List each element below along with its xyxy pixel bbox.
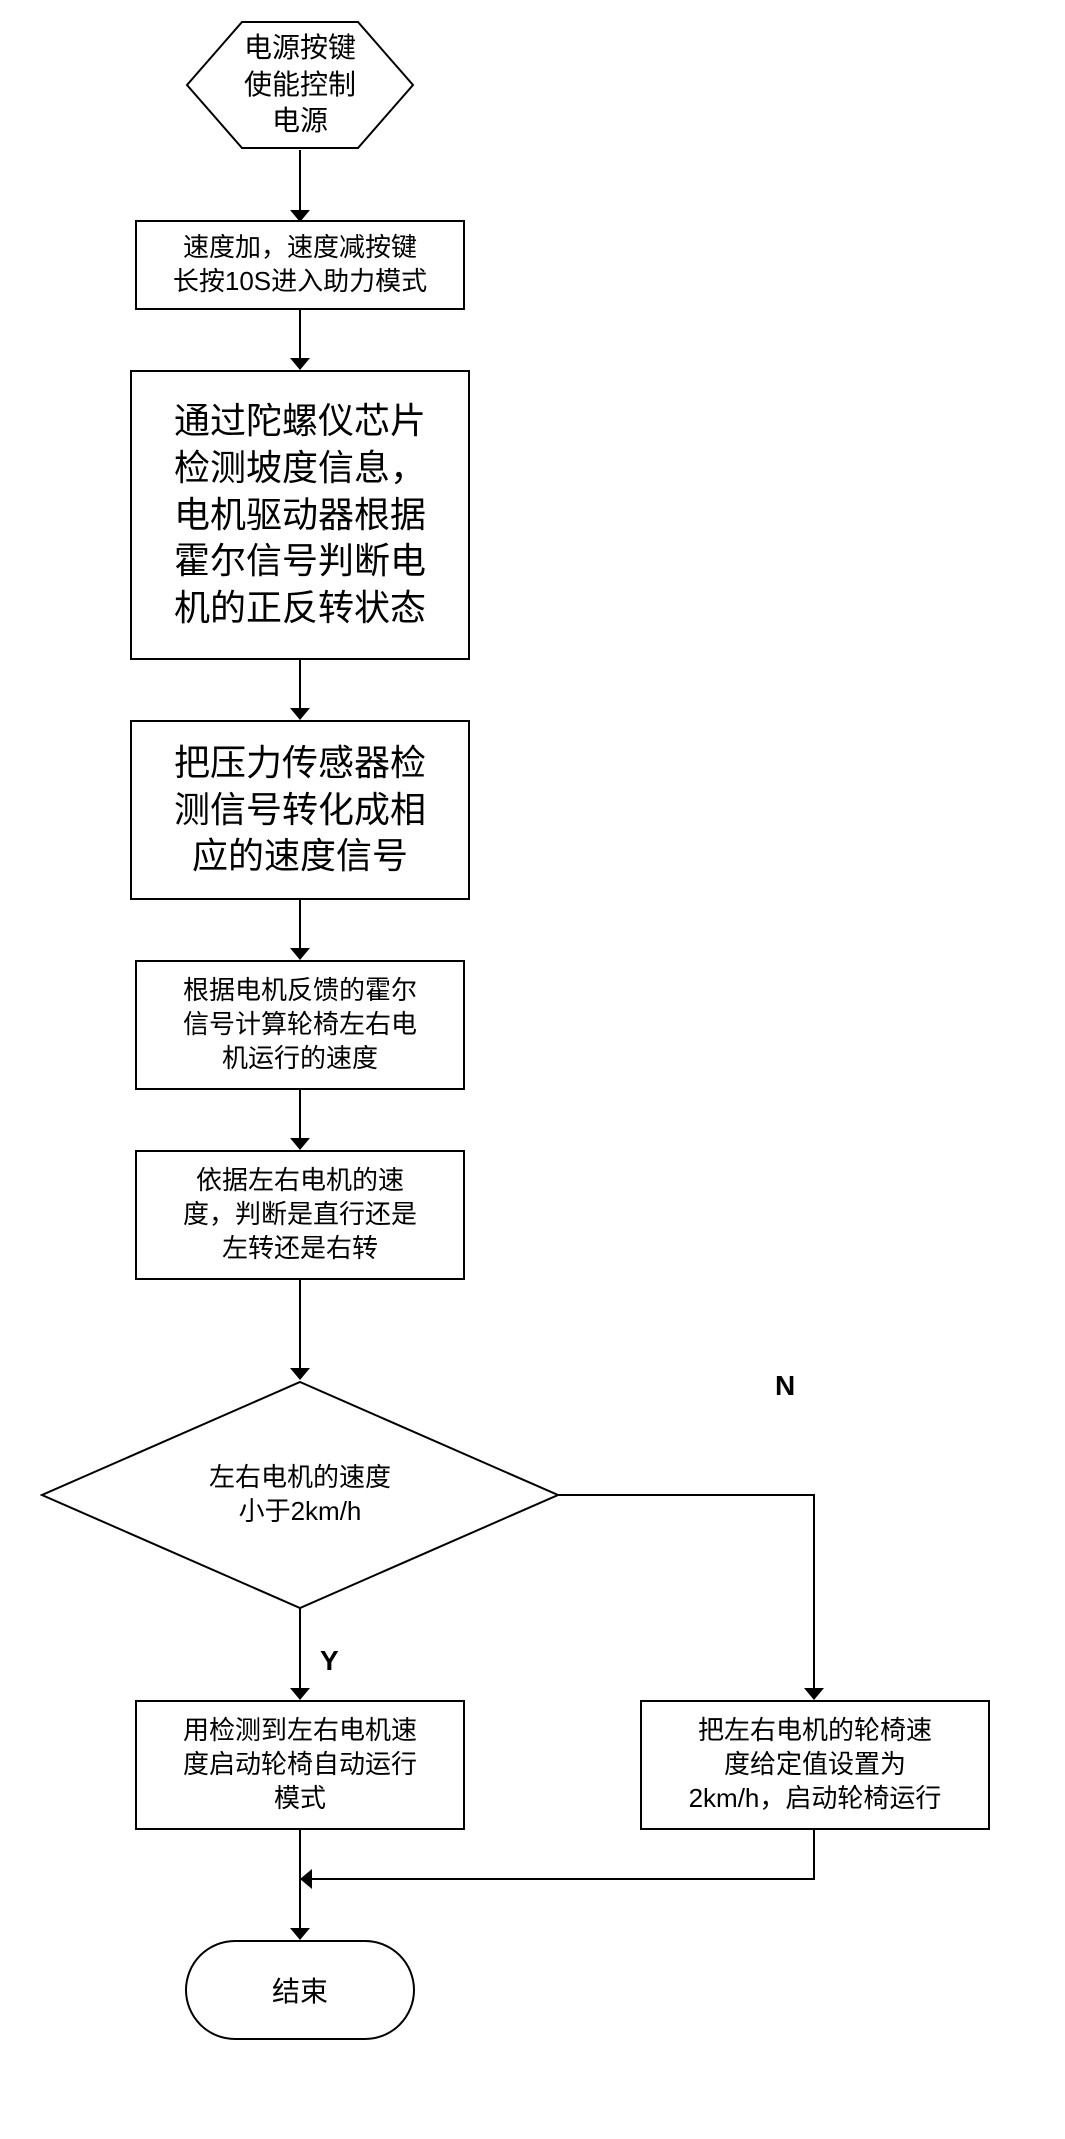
arrow <box>299 1090 301 1140</box>
no-label: N <box>775 1370 795 1402</box>
end-text: 结束 <box>272 1970 328 2010</box>
yes-label: Y <box>320 1645 339 1677</box>
arrow <box>813 1494 815 1690</box>
arrow-head <box>300 1869 312 1889</box>
decision-text: 左右电机的速度 小于2km/h <box>209 1461 391 1529</box>
step4-node: 根据电机反馈的霍尔 信号计算轮椅左右电 机运行的速度 <box>135 960 465 1090</box>
step5-node: 依据左右电机的速 度，判断是直行还是 左转还是右转 <box>135 1150 465 1280</box>
end-node: 结束 <box>185 1940 415 2040</box>
step1-node: 速度加，速度减按键 长按10S进入助力模式 <box>135 220 465 310</box>
arrow-head <box>290 1928 310 1940</box>
arrow-head <box>290 1368 310 1380</box>
start-node: 电源按键 使能控制 电源 <box>185 20 415 150</box>
step3-node: 把压力传感器检 测信号转化成相 应的速度信号 <box>130 720 470 900</box>
arrow <box>299 1608 301 1690</box>
yes-branch-node: 用检测到左右电机速 度启动轮椅自动运行 模式 <box>135 1700 465 1830</box>
arrow <box>300 1878 815 1880</box>
arrow <box>558 1494 815 1496</box>
arrow-head <box>290 1688 310 1700</box>
step2-text: 通过陀螺仪芯片 检测坡度信息， 电机驱动器根据 霍尔信号判断电 机的正反转状态 <box>174 398 426 632</box>
step5-text: 依据左右电机的速 度，判断是直行还是 左转还是右转 <box>183 1164 417 1265</box>
arrow <box>299 1280 301 1370</box>
step4-text: 根据电机反馈的霍尔 信号计算轮椅左右电 机运行的速度 <box>183 974 417 1075</box>
arrow-head <box>290 948 310 960</box>
arrow-head <box>290 1138 310 1150</box>
step2-node: 通过陀螺仪芯片 检测坡度信息， 电机驱动器根据 霍尔信号判断电 机的正反转状态 <box>130 370 470 660</box>
step3-text: 把压力传感器检 测信号转化成相 应的速度信号 <box>174 740 426 880</box>
arrow <box>299 150 301 210</box>
flowchart-container: 电源按键 使能控制 电源 速度加，速度减按键 长按10S进入助力模式 通过陀螺仪… <box>0 0 1065 2139</box>
arrow-head <box>804 1688 824 1700</box>
decision-node: 左右电机的速度 小于2km/h <box>40 1380 560 1610</box>
arrow-head <box>290 708 310 720</box>
yes-branch-text: 用检测到左右电机速 度启动轮椅自动运行 模式 <box>183 1714 417 1815</box>
step1-text: 速度加，速度减按键 长按10S进入助力模式 <box>173 231 427 299</box>
arrow-head <box>290 358 310 370</box>
arrow <box>813 1830 815 1880</box>
arrow <box>299 310 301 360</box>
no-branch-text: 把左右电机的轮椅速 度给定值设置为 2km/h，启动轮椅运行 <box>689 1714 942 1815</box>
arrow <box>299 900 301 950</box>
arrow <box>299 660 301 710</box>
no-branch-node: 把左右电机的轮椅速 度给定值设置为 2km/h，启动轮椅运行 <box>640 1700 990 1830</box>
start-text: 电源按键 使能控制 电源 <box>244 30 356 139</box>
